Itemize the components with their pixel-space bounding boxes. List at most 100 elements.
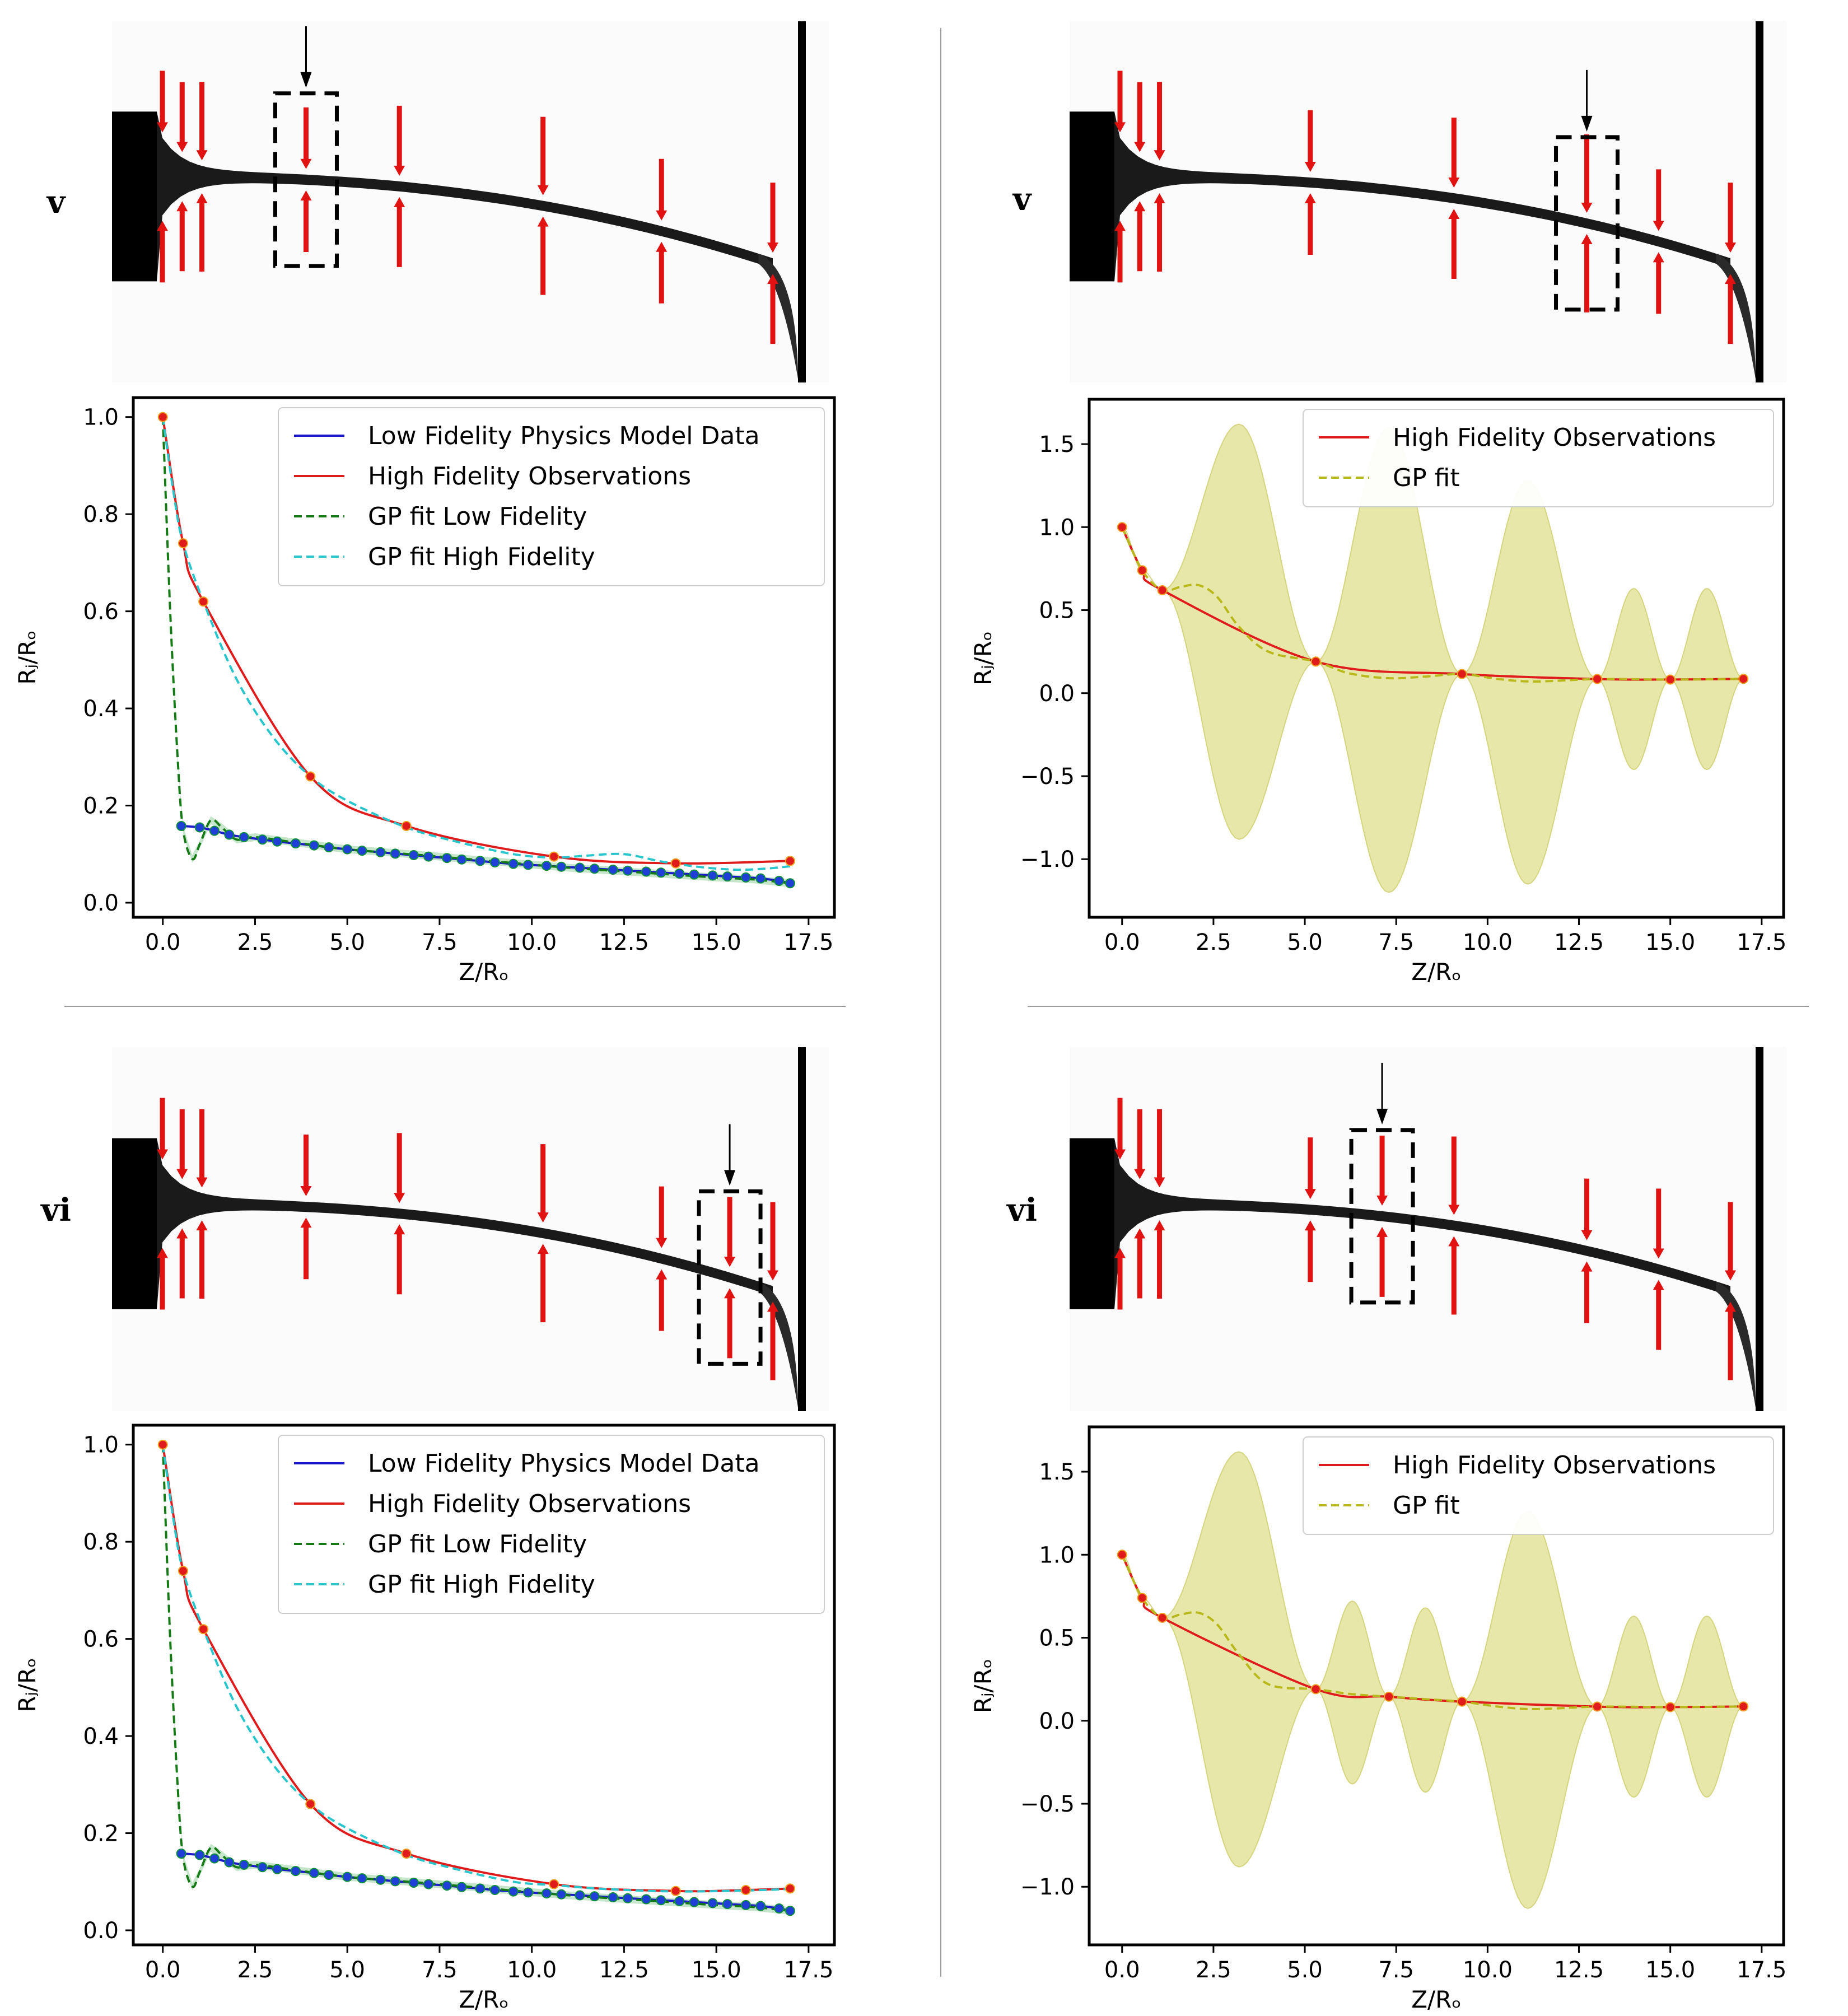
jet-thread <box>1114 1138 1730 1309</box>
legend-label: GP fit <box>1393 1491 1460 1520</box>
x-tick-label: 2.5 <box>237 930 273 955</box>
low-fidelity-point <box>575 1890 585 1901</box>
x-tick-label: 7.5 <box>1378 930 1414 955</box>
panel-label: vi <box>40 1192 71 1229</box>
red-arrowhead-down <box>1581 1230 1593 1240</box>
down-arrow-icon-head <box>1581 115 1593 132</box>
red-arrowhead-up <box>157 1248 168 1258</box>
y-tick-label: −0.5 <box>1020 764 1075 790</box>
y-tick-label: −1.0 <box>1020 1874 1075 1900</box>
legend-label: GP fit <box>1393 464 1460 492</box>
x-tick-label: 5.0 <box>1287 930 1323 955</box>
jet-thread <box>1114 111 1730 282</box>
red-arrowhead-up <box>1134 1228 1146 1239</box>
high-fidelity-point <box>549 851 559 862</box>
low-fidelity-point <box>656 867 666 878</box>
plot: 0.0 2.5 5.0 7.5 10.0 12.5 15.0 17.5 0.0 0.2 0.4 0.6… <box>13 1424 836 2013</box>
high-fidelity-point <box>198 1624 209 1635</box>
nozzle <box>1070 1138 1114 1309</box>
series-gp-low <box>161 1444 791 1912</box>
series-gp-high <box>161 417 791 871</box>
low-fidelity-point <box>656 1895 666 1906</box>
x-tick-label: 5.0 <box>1287 1957 1323 1983</box>
x-tick-label: 15.0 <box>1645 930 1695 955</box>
red-arrowhead-down <box>300 1186 312 1196</box>
x-tick-label: 10.0 <box>507 930 557 955</box>
low-fidelity-point <box>224 829 235 840</box>
low-fidelity-point <box>785 1906 795 1916</box>
high-fidelity-point <box>305 1799 316 1809</box>
red-arrowhead-up <box>656 241 668 252</box>
legend: Low Fidelity Physics Model Data High Fide… <box>278 1435 825 1614</box>
low-fidelity-point <box>176 820 186 831</box>
low-fidelity-point <box>257 1862 268 1873</box>
plot-frame <box>132 396 836 919</box>
series-gp-low <box>161 417 791 885</box>
jet-bend <box>1716 253 1756 379</box>
x-axis-label: Z/Rₒ <box>459 958 508 986</box>
panel-top-left: v0.0 2.5 5.0 7.5 10.0 12.5 15.0 17.50.00.20.40.… <box>13 21 836 986</box>
collector-plate <box>798 21 806 382</box>
red-arrowhead-down <box>1134 1169 1146 1179</box>
jet-image-background <box>1070 21 1786 382</box>
high-fidelity-point <box>401 820 412 831</box>
high-fidelity-point <box>1137 565 1147 576</box>
legend-label: High Fidelity Observations <box>1393 423 1716 452</box>
x-tick-label: 17.5 <box>1737 930 1786 955</box>
red-arrowhead-up <box>1581 234 1593 244</box>
panel-label: v <box>1012 181 1032 218</box>
x-axis-label: Z/Rₒ <box>1411 958 1461 986</box>
x-tick-label: 2.5 <box>237 1957 273 1983</box>
x-tick-label: 17.5 <box>1737 1957 1786 1983</box>
x-tick-label: 0.0 <box>1104 930 1140 955</box>
red-arrowhead-up <box>176 201 188 212</box>
legend-box <box>278 407 825 586</box>
low-fidelity-point <box>456 854 467 865</box>
red-arrowhead-down <box>1304 1189 1316 1200</box>
red-arrowhead-down <box>656 210 668 221</box>
x-tick-label: 12.5 <box>1554 1957 1604 1983</box>
y-tick-label: 0.0 <box>1039 681 1075 707</box>
low-fidelity-point <box>740 1900 751 1910</box>
dashed-selection-box <box>1349 1128 1415 1305</box>
red-arrowhead-up <box>300 190 312 201</box>
y-tick-label: 0.4 <box>83 1724 119 1749</box>
y-tick-label: 1.0 <box>1039 515 1075 540</box>
red-arrowhead-down <box>1448 178 1460 188</box>
legend-label: GP fit High Fidelity <box>368 543 595 571</box>
red-arrowhead-up <box>767 1301 778 1312</box>
y-tick-label: 0.0 <box>1039 1709 1075 1734</box>
red-arrowhead-down <box>157 122 168 133</box>
low-fidelity-point <box>375 1874 386 1885</box>
low-fidelity-point <box>408 850 419 860</box>
high-fidelity-point <box>1738 674 1749 684</box>
legend-label: Low Fidelity Physics Model Data <box>368 422 760 450</box>
legend: Low Fidelity Physics Model Data High Fide… <box>278 407 825 586</box>
high-fidelity-point <box>1117 1550 1127 1560</box>
low-fidelity-point <box>390 848 400 859</box>
low-fidelity-point <box>456 1882 467 1892</box>
red-arrowhead-down <box>176 1169 188 1179</box>
jet-image <box>1070 21 1786 382</box>
legend-box <box>1303 1436 1774 1535</box>
low-fidelity-point <box>755 873 766 884</box>
series-gp-fit <box>1121 1554 1744 1711</box>
red-arrowhead-down <box>767 242 778 253</box>
legend-label: GP fit Low Fidelity <box>368 502 587 531</box>
red-arrowhead-down <box>767 1270 778 1281</box>
red-arrowhead-up <box>196 1220 208 1231</box>
low-fidelity-point <box>641 1894 651 1905</box>
down-arrow-icon-head <box>300 72 312 88</box>
high-fidelity-point <box>157 1439 168 1450</box>
red-arrowhead-down <box>300 158 312 169</box>
low-fidelity-point <box>523 860 534 870</box>
panel-top-right: v0.0 2.5 5.0 7.5 10.0 12.5 15.0 17.5−1.0−0.50.0… <box>969 21 1786 986</box>
high-fidelity-point <box>198 596 209 607</box>
x-tick-label: 15.0 <box>692 930 741 955</box>
plot-area <box>157 1439 795 1916</box>
red-arrowhead-down <box>1376 1195 1388 1206</box>
low-fidelity-point <box>375 847 386 857</box>
high-fidelity-point <box>178 538 188 549</box>
low-fidelity-point <box>272 836 282 847</box>
low-fidelity-point <box>357 1873 367 1884</box>
